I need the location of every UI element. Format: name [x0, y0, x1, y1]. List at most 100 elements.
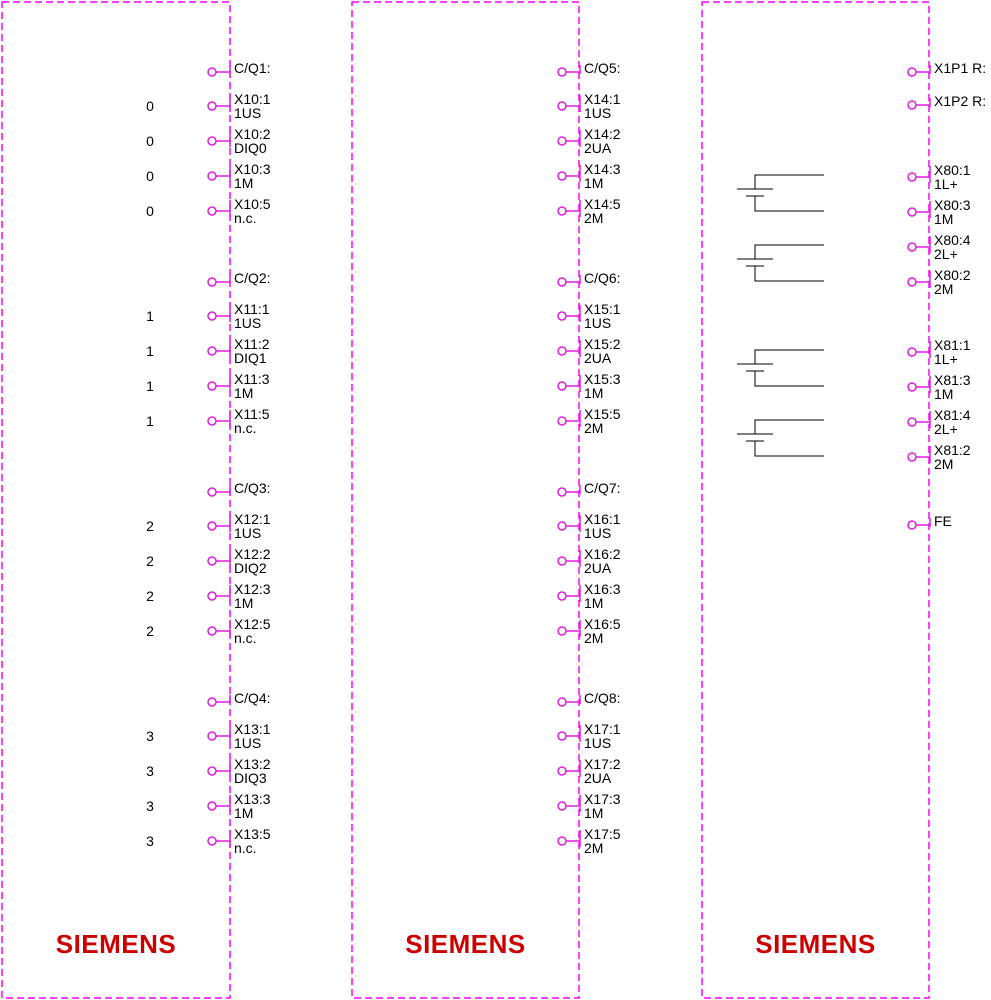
terminal: X14:31M	[557, 161, 621, 191]
terminal-function-label: 1M	[934, 211, 953, 227]
terminal: FE	[907, 513, 952, 530]
terminal-function-label: 2M	[584, 630, 603, 646]
terminal: X14:52M	[557, 196, 621, 226]
terminal-label: X15:5	[584, 406, 621, 422]
terminal-function-label: 1M	[584, 175, 603, 191]
terminal-label: X1P1 R:	[934, 60, 986, 76]
terminal-function-label: 2M	[584, 420, 603, 436]
terminal-label: X16:1	[584, 511, 621, 527]
terminal-function-label: 1L+	[934, 351, 958, 367]
terminal-label: X17:2	[584, 756, 621, 772]
terminal: X13:31M 3	[146, 791, 271, 821]
terminal-label: C/Q6:	[584, 270, 621, 286]
terminal: X11:31M 1	[146, 371, 270, 401]
terminal: C/Q6:	[557, 270, 621, 287]
terminal-function-label: 2UA	[584, 560, 612, 576]
terminal: C/Q7:	[557, 480, 621, 497]
channel-index: 1	[146, 308, 154, 324]
terminal-pin-icon	[557, 67, 567, 77]
terminal-label: X80:1	[934, 162, 971, 178]
terminal-pin-icon	[907, 520, 917, 530]
channel-index: 1	[146, 413, 154, 429]
channel-index: 0	[146, 133, 154, 149]
terminal-function-label: 1US	[584, 315, 611, 331]
terminal-label: X11:2	[234, 336, 270, 352]
terminal-function-label: 2L+	[934, 246, 958, 262]
terminal-pin-icon	[907, 417, 917, 427]
terminal-function-label: 1M	[234, 595, 253, 611]
terminal: C/Q1:	[207, 60, 271, 77]
terminal-label: X12:3	[234, 581, 271, 597]
terminal-pin-icon	[557, 626, 567, 636]
power-supply-symbol	[737, 419, 824, 457]
terminal-function-label: DIQ2	[234, 560, 267, 576]
terminal-function-label: 2M	[584, 840, 603, 856]
terminal-label: X10:5	[234, 196, 271, 212]
terminal: X80:31M	[907, 197, 971, 227]
terminal-pin-icon	[557, 836, 567, 846]
terminal-label: X1P2 R:	[934, 93, 986, 109]
terminal-label: X12:2	[234, 546, 271, 562]
terminal-pin-icon	[557, 521, 567, 531]
terminal-label: C/Q3:	[234, 480, 271, 496]
terminal-function-label: n.c.	[234, 630, 257, 646]
terminal-label: X11:1	[234, 301, 270, 317]
terminal-function-label: 2UA	[584, 770, 612, 786]
terminal-pin-icon	[557, 346, 567, 356]
terminal-label: X81:2	[934, 442, 971, 458]
channel-index: 2	[146, 588, 154, 604]
terminal-function-label: 1M	[234, 805, 253, 821]
terminal-function-label: 2UA	[584, 350, 612, 366]
terminal-label: X15:1	[584, 301, 621, 317]
channel-index: 3	[146, 833, 154, 849]
terminal: X1P2 R:	[907, 93, 986, 110]
terminal: X1P1 R:	[907, 60, 986, 77]
terminal-label: C/Q5:	[584, 60, 621, 76]
module-frame-1	[1, 1, 231, 999]
terminal-label: X14:3	[584, 161, 621, 177]
terminal-pin-icon	[907, 382, 917, 392]
terminal-pin-icon	[557, 801, 567, 811]
terminal-pin-icon	[907, 172, 917, 182]
terminal: X81:11L+	[907, 337, 971, 367]
terminal-pin-icon	[207, 521, 217, 531]
terminal: X16:52M	[557, 616, 621, 646]
terminal: C/Q4:	[207, 690, 271, 707]
terminal-function-label: 1US	[584, 525, 611, 541]
terminal-function-label: DIQ0	[234, 140, 267, 156]
power-supply-symbol	[737, 244, 824, 282]
terminal-label: X81:4	[934, 407, 971, 423]
terminal-pin-icon	[207, 171, 217, 181]
terminal-label: X80:3	[934, 197, 971, 213]
terminal-label: X13:1	[234, 721, 271, 737]
terminal-label: X15:2	[584, 336, 621, 352]
terminal-pin-icon	[557, 136, 567, 146]
terminal-pin-icon	[207, 277, 217, 287]
terminal-function-label: 1US	[584, 735, 611, 751]
terminal-pin-icon	[907, 452, 917, 462]
terminal-pin-icon	[557, 206, 567, 216]
terminal-pin-icon	[207, 556, 217, 566]
terminal-label: X80:4	[934, 232, 971, 248]
terminal-function-label: 1US	[584, 105, 611, 121]
terminal-function-label: 1US	[234, 105, 261, 121]
terminal-pin-icon	[557, 556, 567, 566]
channel-index: 1	[146, 378, 154, 394]
terminal-function-label: 1M	[234, 175, 253, 191]
terminal: X17:31M	[557, 791, 621, 821]
terminal-pin-icon	[207, 766, 217, 776]
terminal: X13:5n.c. 3	[146, 826, 271, 856]
terminal-label: X11:5	[234, 406, 270, 422]
terminal-pin-icon	[207, 381, 217, 391]
terminal-pin-icon	[907, 242, 917, 252]
terminal: X11:5n.c. 1	[146, 406, 270, 436]
terminal-function-label: 1US	[234, 315, 261, 331]
terminal-label: X80:2	[934, 267, 971, 283]
terminal-pin-icon	[207, 487, 217, 497]
terminal-function-label: 1US	[234, 735, 261, 751]
terminal-pin-icon	[907, 207, 917, 217]
terminal-label: X17:1	[584, 721, 621, 737]
